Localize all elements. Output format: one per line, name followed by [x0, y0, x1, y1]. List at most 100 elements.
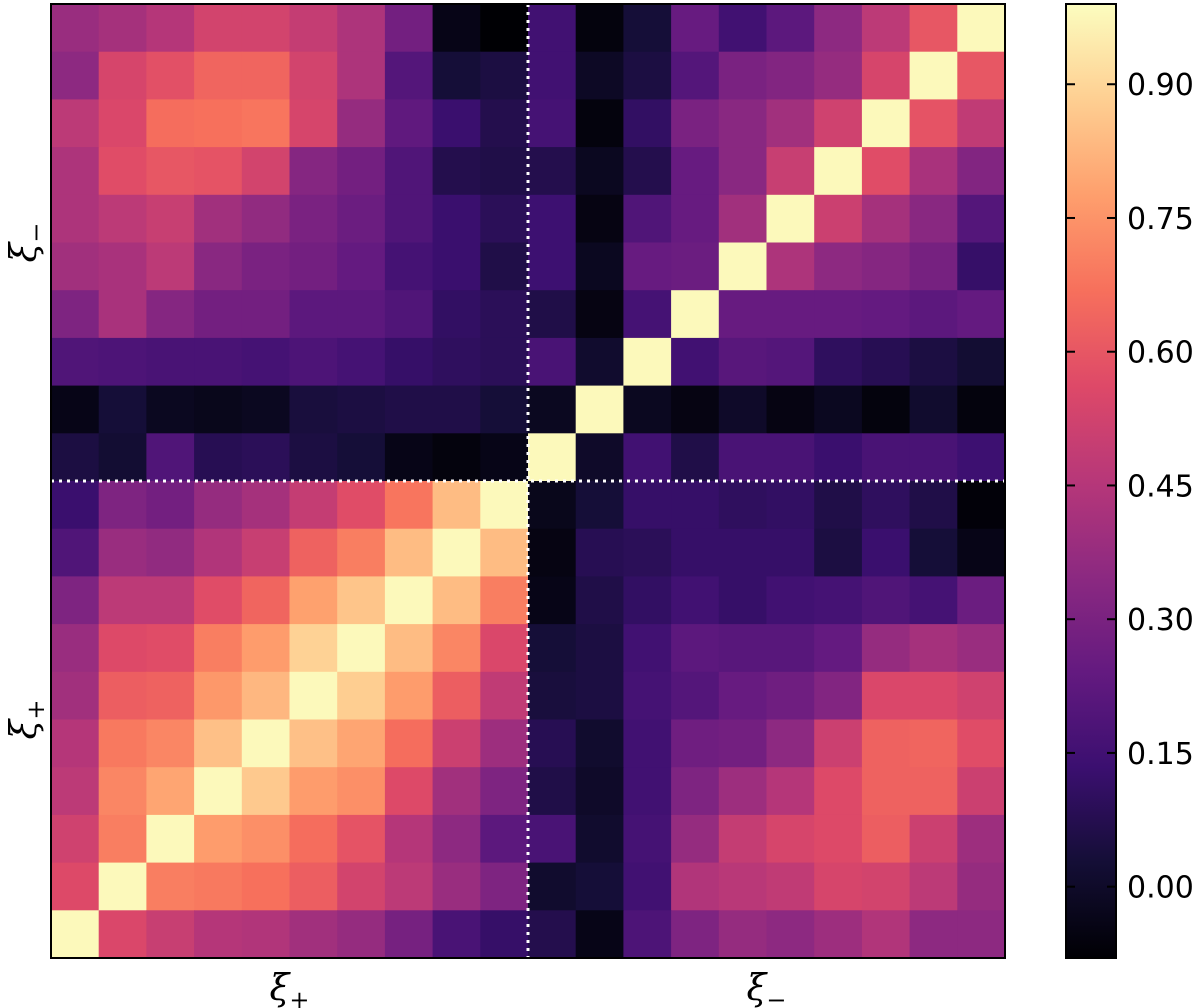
heatmap-cell: [146, 719, 195, 768]
heatmap-cell: [909, 862, 958, 911]
heatmap-cell: [718, 814, 768, 864]
heatmap-cell: [51, 719, 100, 768]
heatmap-cell: [194, 242, 243, 291]
heatmap-cell: [194, 51, 243, 100]
heatmap-cell: [861, 481, 911, 530]
heatmap-cell: [671, 767, 720, 816]
heatmap-cell: [98, 862, 147, 911]
heatmap-cell: [671, 337, 720, 387]
heatmap-cell: [623, 719, 672, 768]
heatmap-cell: [98, 910, 147, 959]
colorbar-gradient: [1066, 4, 1116, 958]
colorbar-tick-label: 0.30: [1127, 603, 1194, 638]
heatmap-cell: [671, 147, 720, 196]
heatmap-cell: [337, 337, 386, 387]
heatmap-cell: [766, 4, 815, 53]
heatmap-cell: [337, 767, 386, 816]
heatmap-cell: [718, 862, 768, 911]
heatmap-cell: [861, 147, 911, 196]
heatmap-cell: [337, 4, 386, 53]
heatmap-cell: [766, 481, 815, 530]
heatmap-cell: [575, 481, 624, 530]
heatmap-cell: [671, 481, 720, 530]
heatmap-cell: [146, 671, 195, 721]
heatmap-cell: [671, 719, 720, 768]
heatmap-cell: [814, 51, 863, 100]
heatmap-cell: [528, 385, 577, 434]
heatmap-cell: [194, 385, 243, 434]
heatmap-cell: [814, 910, 863, 959]
heatmap-cell: [623, 242, 672, 291]
heatmap-cell: [766, 433, 815, 482]
heatmap-cell: [957, 719, 1006, 768]
heatmap-cell: [766, 624, 815, 673]
heatmap-cell: [766, 99, 815, 148]
y-axis-label-xi-minus: ξ−: [4, 223, 50, 263]
heatmap-cell: [575, 147, 624, 196]
heatmap-cell: [289, 4, 338, 53]
heatmap-cell: [241, 4, 291, 53]
heatmap-cell: [432, 290, 481, 339]
heatmap-cell: [194, 576, 243, 625]
heatmap-cell: [528, 671, 577, 721]
heatmap-cell: [289, 624, 338, 673]
heatmap-cell: [766, 385, 815, 434]
heatmap-cell: [432, 671, 481, 721]
heatmap-cell: [957, 671, 1006, 721]
heatmap-cell: [718, 242, 768, 291]
heatmap-cell: [957, 481, 1006, 530]
heatmap-cell: [51, 290, 100, 339]
heatmap-cell: [671, 290, 720, 339]
colorbar-tick-label: 0.75: [1127, 202, 1194, 237]
heatmap-cell: [528, 767, 577, 816]
heatmap-cell: [528, 51, 577, 100]
heatmap-cell: [241, 147, 291, 196]
heatmap-cell: [718, 671, 768, 721]
heatmap-cell: [861, 910, 911, 959]
heatmap-cell: [575, 194, 624, 244]
heatmap-cell: [814, 528, 863, 577]
heatmap-cell: [528, 814, 577, 864]
heatmap-cell: [480, 671, 529, 721]
heatmap-cell: [384, 624, 434, 673]
heatmap-cell: [623, 433, 672, 482]
heatmap-cell: [384, 433, 434, 482]
heatmap-cell: [432, 4, 481, 53]
heatmap-cell: [528, 862, 577, 911]
heatmap-cell: [861, 528, 911, 577]
heatmap-cell: [432, 719, 481, 768]
heatmap-cell: [575, 99, 624, 148]
heatmap-cell: [480, 194, 529, 244]
heatmap-cell: [718, 719, 768, 768]
heatmap-cell: [384, 4, 434, 53]
heatmap-cell: [718, 433, 768, 482]
heatmap-cell: [241, 433, 291, 482]
heatmap-cell: [671, 385, 720, 434]
heatmap-cell: [194, 862, 243, 911]
heatmap-cell: [98, 481, 147, 530]
heatmap-cell: [623, 147, 672, 196]
colorbar-tick-label: 0.00: [1127, 871, 1194, 906]
heatmap-cell: [718, 4, 768, 53]
heatmap-cell: [575, 433, 624, 482]
heatmap-cells: [51, 4, 1006, 959]
heatmap-cell: [528, 719, 577, 768]
colorbar-tick-label: 0.15: [1127, 737, 1194, 772]
heatmap-cell: [146, 481, 195, 530]
colorbar-tick-label: 0.90: [1127, 68, 1194, 103]
heatmap-cell: [814, 814, 863, 864]
heatmap-cell: [766, 814, 815, 864]
heatmap-cell: [957, 433, 1006, 482]
heatmap-cell: [289, 481, 338, 530]
heatmap-cell: [528, 624, 577, 673]
heatmap-cell: [98, 528, 147, 577]
heatmap-cell: [671, 862, 720, 911]
heatmap-cell: [337, 624, 386, 673]
heatmap-cell: [51, 147, 100, 196]
heatmap-cell: [384, 147, 434, 196]
heatmap-cell: [766, 147, 815, 196]
heatmap-cell: [337, 719, 386, 768]
heatmap-cell: [861, 862, 911, 911]
heatmap-cell: [51, 4, 100, 53]
heatmap-cell: [241, 624, 291, 673]
